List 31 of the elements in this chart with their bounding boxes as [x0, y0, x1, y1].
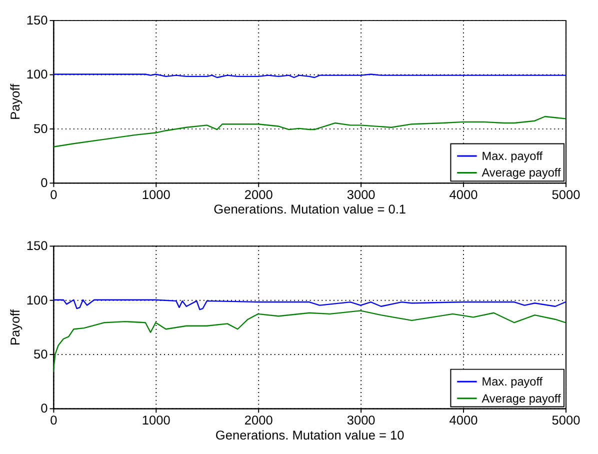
x-tick-label: 5000 [552, 412, 580, 428]
y-tick-label: 0 [40, 175, 48, 190]
x-tick-label: 4000 [449, 186, 478, 202]
x-tick-label: 5000 [552, 186, 580, 202]
y-axis-title: Payoff [8, 308, 23, 346]
y-tick-label: 100 [26, 292, 48, 308]
legend-label: Average payoff [482, 166, 562, 180]
x-tick-label: 1000 [142, 186, 170, 202]
x-tick-label: 1000 [142, 412, 170, 428]
x-axis-title: Generations. Mutation value = 0.1 [214, 202, 406, 217]
x-tick-label: 2000 [244, 186, 273, 202]
legend-label: Max. payoff [482, 374, 544, 389]
y-tick-label: 150 [26, 12, 48, 28]
x-tick-label: 2000 [244, 412, 273, 428]
y-tick-label: 150 [26, 238, 48, 254]
y-axis-title: Payoff [8, 83, 23, 120]
line-series [53, 116, 566, 148]
x-axis-title: Generations. Mutation value = 10 [215, 427, 404, 442]
y-tick-label: 50 [34, 346, 48, 362]
legend-label: Max. payoff [482, 148, 544, 163]
x-tick-label: 3000 [346, 412, 376, 428]
y-tick-label: 100 [26, 66, 48, 82]
line-series [53, 299, 566, 310]
x-tick-label: 3000 [346, 186, 376, 202]
x-tick-label: 4000 [449, 412, 478, 428]
y-tick-label: 0 [40, 400, 48, 416]
legend-label: Average payoff [482, 391, 562, 406]
x-tick-label: 0 [50, 186, 58, 202]
y-tick-label: 50 [34, 120, 48, 136]
line-series [53, 310, 566, 374]
x-tick-label: 0 [50, 412, 58, 428]
